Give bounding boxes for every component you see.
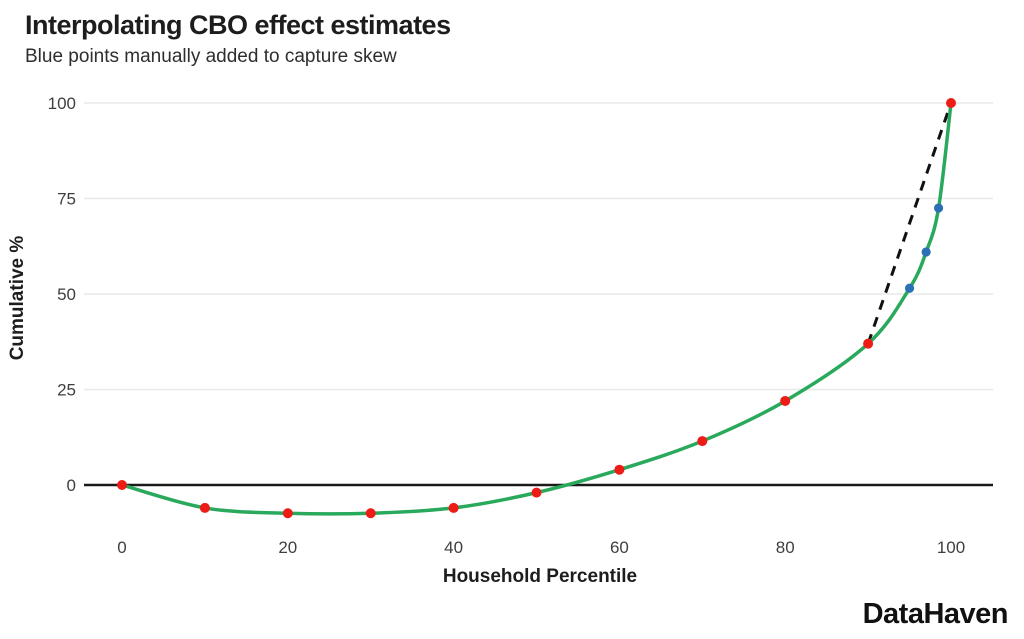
x-tick-label: 0 [117, 538, 126, 557]
cbo-effect-estimates-point [365, 508, 376, 519]
y-tick-label: 50 [57, 285, 76, 304]
linear-reference-line [866, 102, 953, 345]
cbo-effect-estimates-point [282, 508, 293, 519]
y-tick-label: 25 [57, 381, 76, 400]
manually-added-skew-points-point [933, 203, 944, 213]
x-tick-label: 80 [776, 538, 795, 557]
cbo-effect-estimates-point [780, 395, 791, 406]
y-tick-label: 0 [67, 476, 76, 495]
x-tick-label: 60 [610, 538, 629, 557]
interpolated-curve-path [120, 101, 953, 516]
x-tick-label: 100 [937, 538, 965, 557]
cbo-effect-estimates-point [863, 338, 874, 349]
manually-added-skew-points-point [921, 247, 931, 257]
cbo-effect-estimates-point [448, 502, 459, 513]
chart-subtitle: Blue points manually added to capture sk… [25, 46, 397, 67]
x-tick-label: 20 [278, 538, 297, 557]
cbo-effect-estimates-point [117, 480, 127, 490]
y-axis-title: Cumulative % [7, 235, 28, 361]
brand-logo: DataHaven [862, 598, 1009, 630]
x-tick-label: 40 [444, 538, 463, 557]
manually-added-skew-points-point [904, 283, 915, 293]
y-tick-label: 100 [48, 94, 76, 113]
y-tick-label: 75 [57, 190, 76, 209]
cbo-effect-estimates-point [199, 502, 210, 513]
cbo-effect-estimates-point [531, 487, 542, 498]
cbo-effect-estimates-point [614, 464, 625, 475]
chart-title: Interpolating CBO effect estimates [25, 10, 451, 40]
x-axis-title: Household Percentile [442, 566, 638, 587]
cbo-effect-estimates-point [946, 98, 956, 108]
cbo-effect-estimates-point [697, 436, 708, 447]
